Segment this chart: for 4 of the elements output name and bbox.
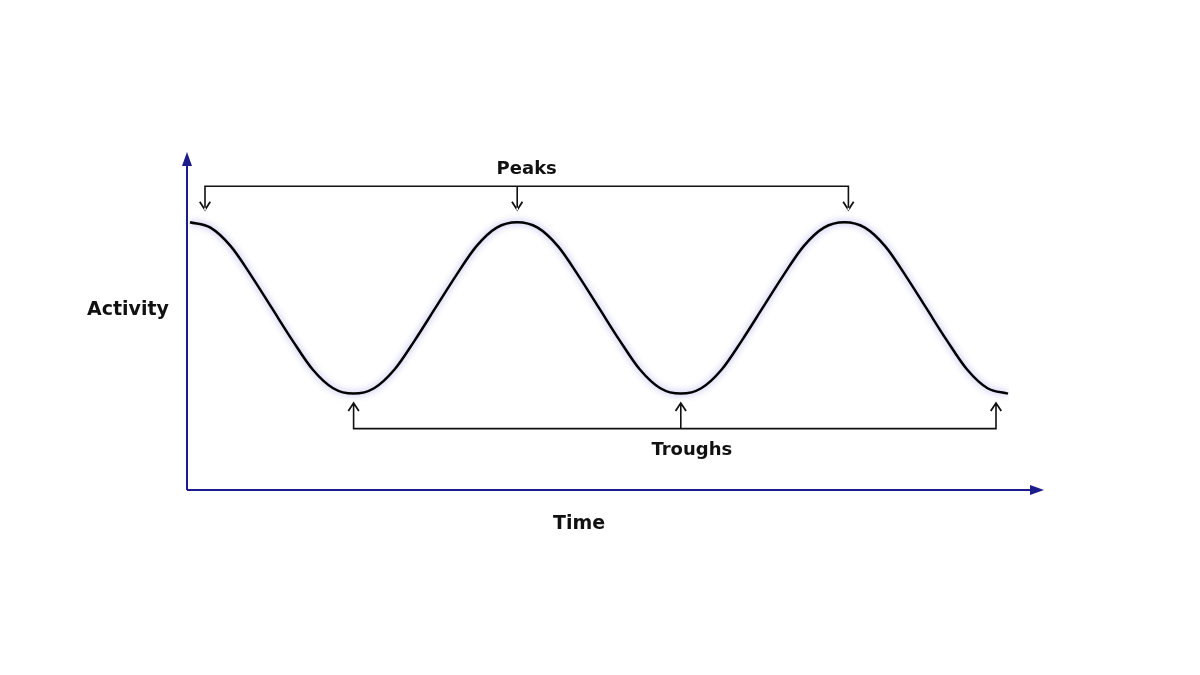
- y-axis-title: Activity: [87, 296, 170, 319]
- x-axis-title: Time: [552, 510, 606, 533]
- text: Peaks: [496, 157, 557, 179]
- annotation: Troughs: [651, 437, 733, 459]
